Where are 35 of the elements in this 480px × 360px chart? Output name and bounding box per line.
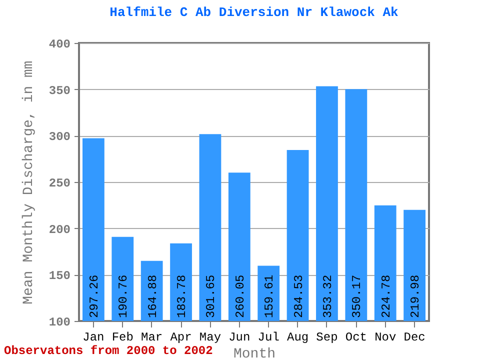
data-label: 190.76 [116,274,131,318]
chart-title: Halfmile C Ab Diversion Nr Klawock Ak [110,5,399,20]
data-label: 183.78 [175,274,190,318]
x-tick-label: May [199,330,222,344]
y-tick-label: 150 [48,269,70,284]
data-label: 353.32 [320,274,335,318]
y-tick-label: 350 [48,84,70,98]
x-tick-label: Oct [345,330,367,344]
x-tick-label: Apr [170,330,192,344]
y-axis-title: Mean Monthly Discharge, in mm [20,60,37,304]
x-tick-label: Feb [112,330,134,344]
y-tick-label: 400 [48,38,70,52]
y-tick-label: 100 [48,316,70,330]
text: Observatons from 2000 to 2002 [4,344,213,358]
y-tick-label: 250 [48,176,70,190]
x-tick-label: Dec [404,330,426,344]
data-label: 260.05 [233,274,248,318]
x-tick-label: Sep [316,330,338,344]
data-label: 164.88 [146,274,160,318]
data-label: 219.98 [408,274,423,318]
y-tick-label: 200 [48,222,70,237]
x-tick-label: Nov [374,330,396,344]
x-tick-label: Jul [258,330,280,344]
y-tick-label: 300 [48,130,70,144]
data-label: 159.61 [262,274,277,318]
data-label: 224.78 [379,274,394,318]
x-tick-label: Mar [141,330,163,344]
x-tick-label: Jun [228,330,250,344]
data-label: 284.53 [292,274,306,318]
data-label: 350.17 [350,274,364,318]
data-label: 301.65 [204,274,218,318]
x-tick-label: Aug [286,330,309,344]
data-label: 297.26 [87,274,102,318]
x-axis-title: Month [233,346,276,360]
x-tick-label: Jan [82,330,104,344]
